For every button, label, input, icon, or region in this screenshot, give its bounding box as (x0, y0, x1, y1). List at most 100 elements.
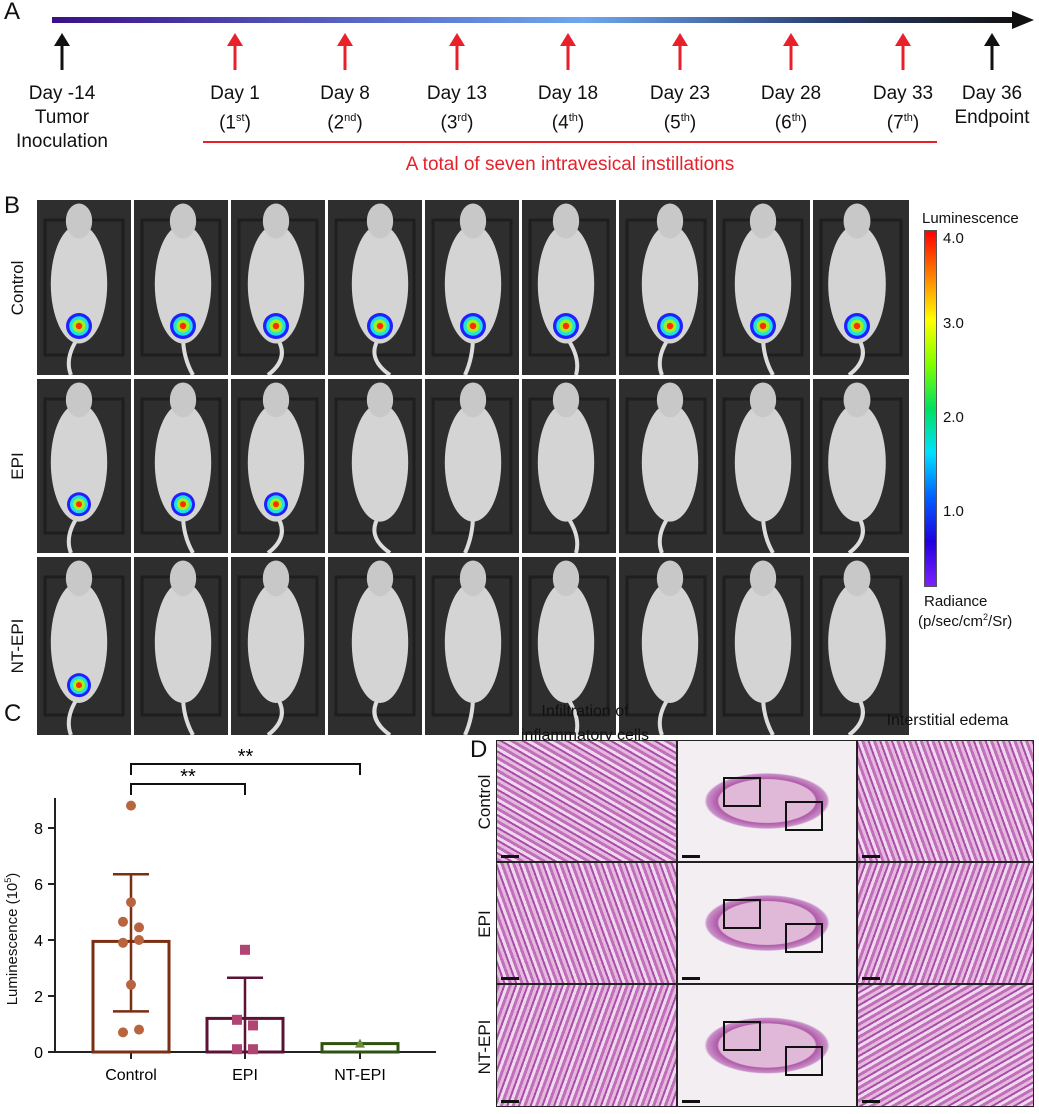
event-day: Day 33 (872, 83, 934, 104)
event-ordinal: (3rd) (440, 112, 474, 134)
panel-label-a: A (4, 0, 21, 25)
zoom-box (722, 899, 761, 929)
mouse-image (716, 557, 810, 735)
mouse-svg (625, 382, 707, 553)
histology-image (857, 984, 1034, 1107)
mouse-svg (140, 203, 222, 375)
data-point (232, 1044, 242, 1055)
ordinal-num: 4 (558, 112, 569, 134)
mouse-head (169, 382, 197, 418)
mouse-body (351, 224, 409, 344)
mouse-head (262, 560, 290, 597)
mouse-body (154, 403, 212, 522)
x-tick-label: Control (105, 1067, 157, 1084)
mouse-svg (237, 560, 319, 735)
zoom-box (784, 923, 823, 953)
histology-row-label-epi: EPI (475, 910, 494, 938)
mouse-image (619, 200, 713, 375)
event-ordinal: (5th) (663, 112, 697, 134)
event-day: Day 23 (649, 83, 711, 104)
signal-blob (376, 322, 384, 330)
scale-bar (682, 977, 700, 980)
mouse-head (366, 382, 394, 418)
mouse-svg (625, 203, 707, 375)
mouse-image (425, 200, 519, 375)
mouse-head (843, 560, 871, 597)
mouse-svg (140, 382, 222, 553)
signal-blob (75, 322, 83, 330)
unit-sup: 2 (983, 612, 989, 622)
instillation-label: A total of seven intravesical instillati… (405, 154, 735, 175)
timeline-event-label: Day 13 (3rd) (397, 82, 517, 135)
scale-bar (501, 855, 519, 858)
mouse-head (656, 382, 684, 418)
mouse-svg (819, 560, 903, 735)
ylabel-end: ) (4, 872, 21, 878)
timeline-event-label: Day 8 (2nd) (285, 82, 405, 135)
unit-part: (p/sec/cm (918, 613, 984, 630)
mouse-svg (722, 560, 804, 735)
signal-blob (273, 501, 279, 508)
colorbar-tick: 4.0 (943, 230, 964, 247)
mouse-svg (43, 203, 125, 375)
signal-blob (179, 322, 187, 330)
data-point (126, 979, 136, 990)
mouse-body (351, 581, 409, 703)
mouse-image (425, 379, 519, 553)
ordinal-sup: th (903, 112, 913, 124)
mouse-svg (43, 560, 125, 735)
data-point (118, 916, 128, 927)
ylabel-sup: 5 (3, 877, 13, 883)
event-ordinal: (4th) (551, 112, 585, 134)
ordinal-num: 6 (781, 112, 792, 134)
mouse-svg (528, 560, 610, 735)
scale-bar (501, 1100, 519, 1103)
ordinal-num: 5 (670, 112, 681, 134)
mouse-head (552, 382, 580, 418)
mouse-svg (237, 382, 319, 553)
ordinal-sup: th (791, 112, 801, 124)
mouse-body (734, 403, 792, 522)
colorbar-tick: 1.0 (943, 503, 964, 520)
zoom-box (722, 1021, 761, 1052)
ordinal-num: 7 (893, 112, 904, 134)
significance-label: ** (180, 766, 196, 788)
colorbar-tick: 2.0 (943, 409, 964, 426)
significance-bracket (130, 763, 361, 775)
mouse-body (247, 403, 305, 522)
data-point (118, 937, 128, 948)
ordinal-sup: nd (344, 112, 357, 124)
mouse-svg (334, 203, 416, 375)
timeline-arrowhead-icon (1012, 11, 1034, 29)
mouse-head (552, 203, 580, 239)
mouse-image (231, 200, 325, 375)
signal-blob (469, 322, 477, 330)
event-ordinal: (2nd) (327, 112, 363, 134)
mouse-body (828, 403, 886, 522)
mouse-head (749, 560, 777, 597)
event-day: Day 8 (320, 83, 370, 104)
scale-bar (682, 855, 700, 858)
signal-blob (853, 322, 861, 330)
mouse-head (65, 203, 93, 239)
mouse-image (134, 379, 228, 553)
mouse-head (749, 382, 777, 418)
event-sub: Endpoint (954, 107, 1030, 128)
histology-image (496, 862, 677, 984)
mouse-svg (43, 382, 125, 553)
mouse-body (50, 581, 108, 703)
mouse-body (444, 224, 502, 344)
scale-bar (862, 1100, 880, 1103)
timeline-event-label: Day 28 (6th) (731, 82, 851, 135)
data-point (240, 944, 250, 955)
mouse-head (749, 203, 777, 239)
arrowhead-icon (783, 33, 799, 46)
data-point (134, 935, 144, 945)
mouse-image (522, 379, 616, 553)
arrowhead-icon (449, 33, 465, 46)
mouse-body (50, 224, 108, 344)
data-point (126, 800, 136, 811)
histology-col-title-edema: Interstitial edema (886, 712, 1009, 729)
histology-image (496, 740, 677, 862)
